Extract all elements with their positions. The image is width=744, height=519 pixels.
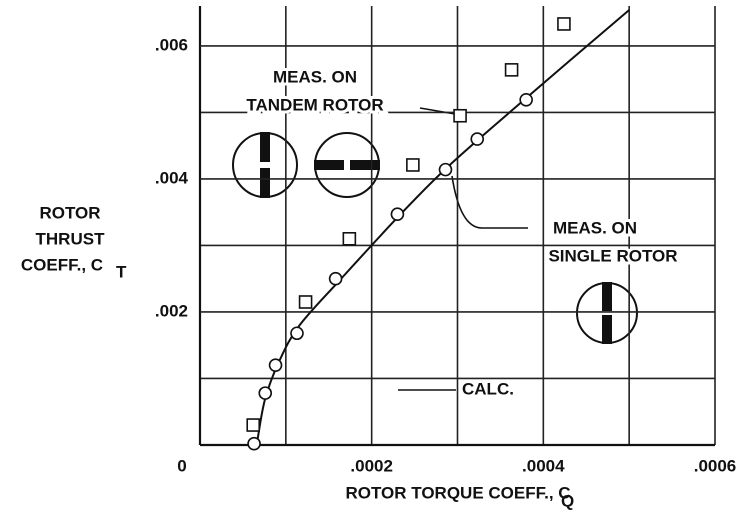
y-label-line: THRUST [36,229,106,248]
data-point [454,110,466,122]
data-point [520,94,532,106]
data-point [506,64,518,76]
x-tick-label: .0006 [694,456,737,475]
annotation: MEAS. ON [553,218,637,237]
y-axis-label: ROTOR THRUST COEFF., C T [21,203,127,281]
data-point [439,164,451,176]
data-point [300,296,312,308]
data-point [330,273,342,285]
data-point [391,208,403,220]
leaders [398,108,528,390]
data-point [291,327,303,339]
data-point [259,387,271,399]
x-tick-label: 0 [177,456,186,475]
x-label-subscript: Q [561,491,574,510]
data-point [407,159,419,171]
data-point [247,419,259,431]
y-label-line: COEFF., C [21,255,103,274]
data-point [471,133,483,145]
y-tick-label: .002 [155,301,188,320]
chart: ROTOR THRUST COEFF., C T ROTOR TORQUE CO… [0,0,744,519]
annotation: SINGLE ROTOR [548,246,677,265]
y-label-subscript: T [116,262,127,281]
x-tick-label: .0002 [350,456,393,475]
data-point [248,438,260,450]
annotation: MEAS. ON [273,67,357,86]
x-axis-label: ROTOR TORQUE COEFF., C [345,483,570,502]
x-tick-label: .0004 [522,456,565,475]
annotation: CALC. [462,379,514,398]
data-point [343,233,355,245]
data-point [558,18,570,30]
y-label-line: ROTOR [39,203,100,222]
y-tick-label: .004 [155,168,189,187]
data-point [270,359,282,371]
y-tick-label: .006 [155,35,188,54]
annotation: TANDEM ROTOR [246,95,383,114]
